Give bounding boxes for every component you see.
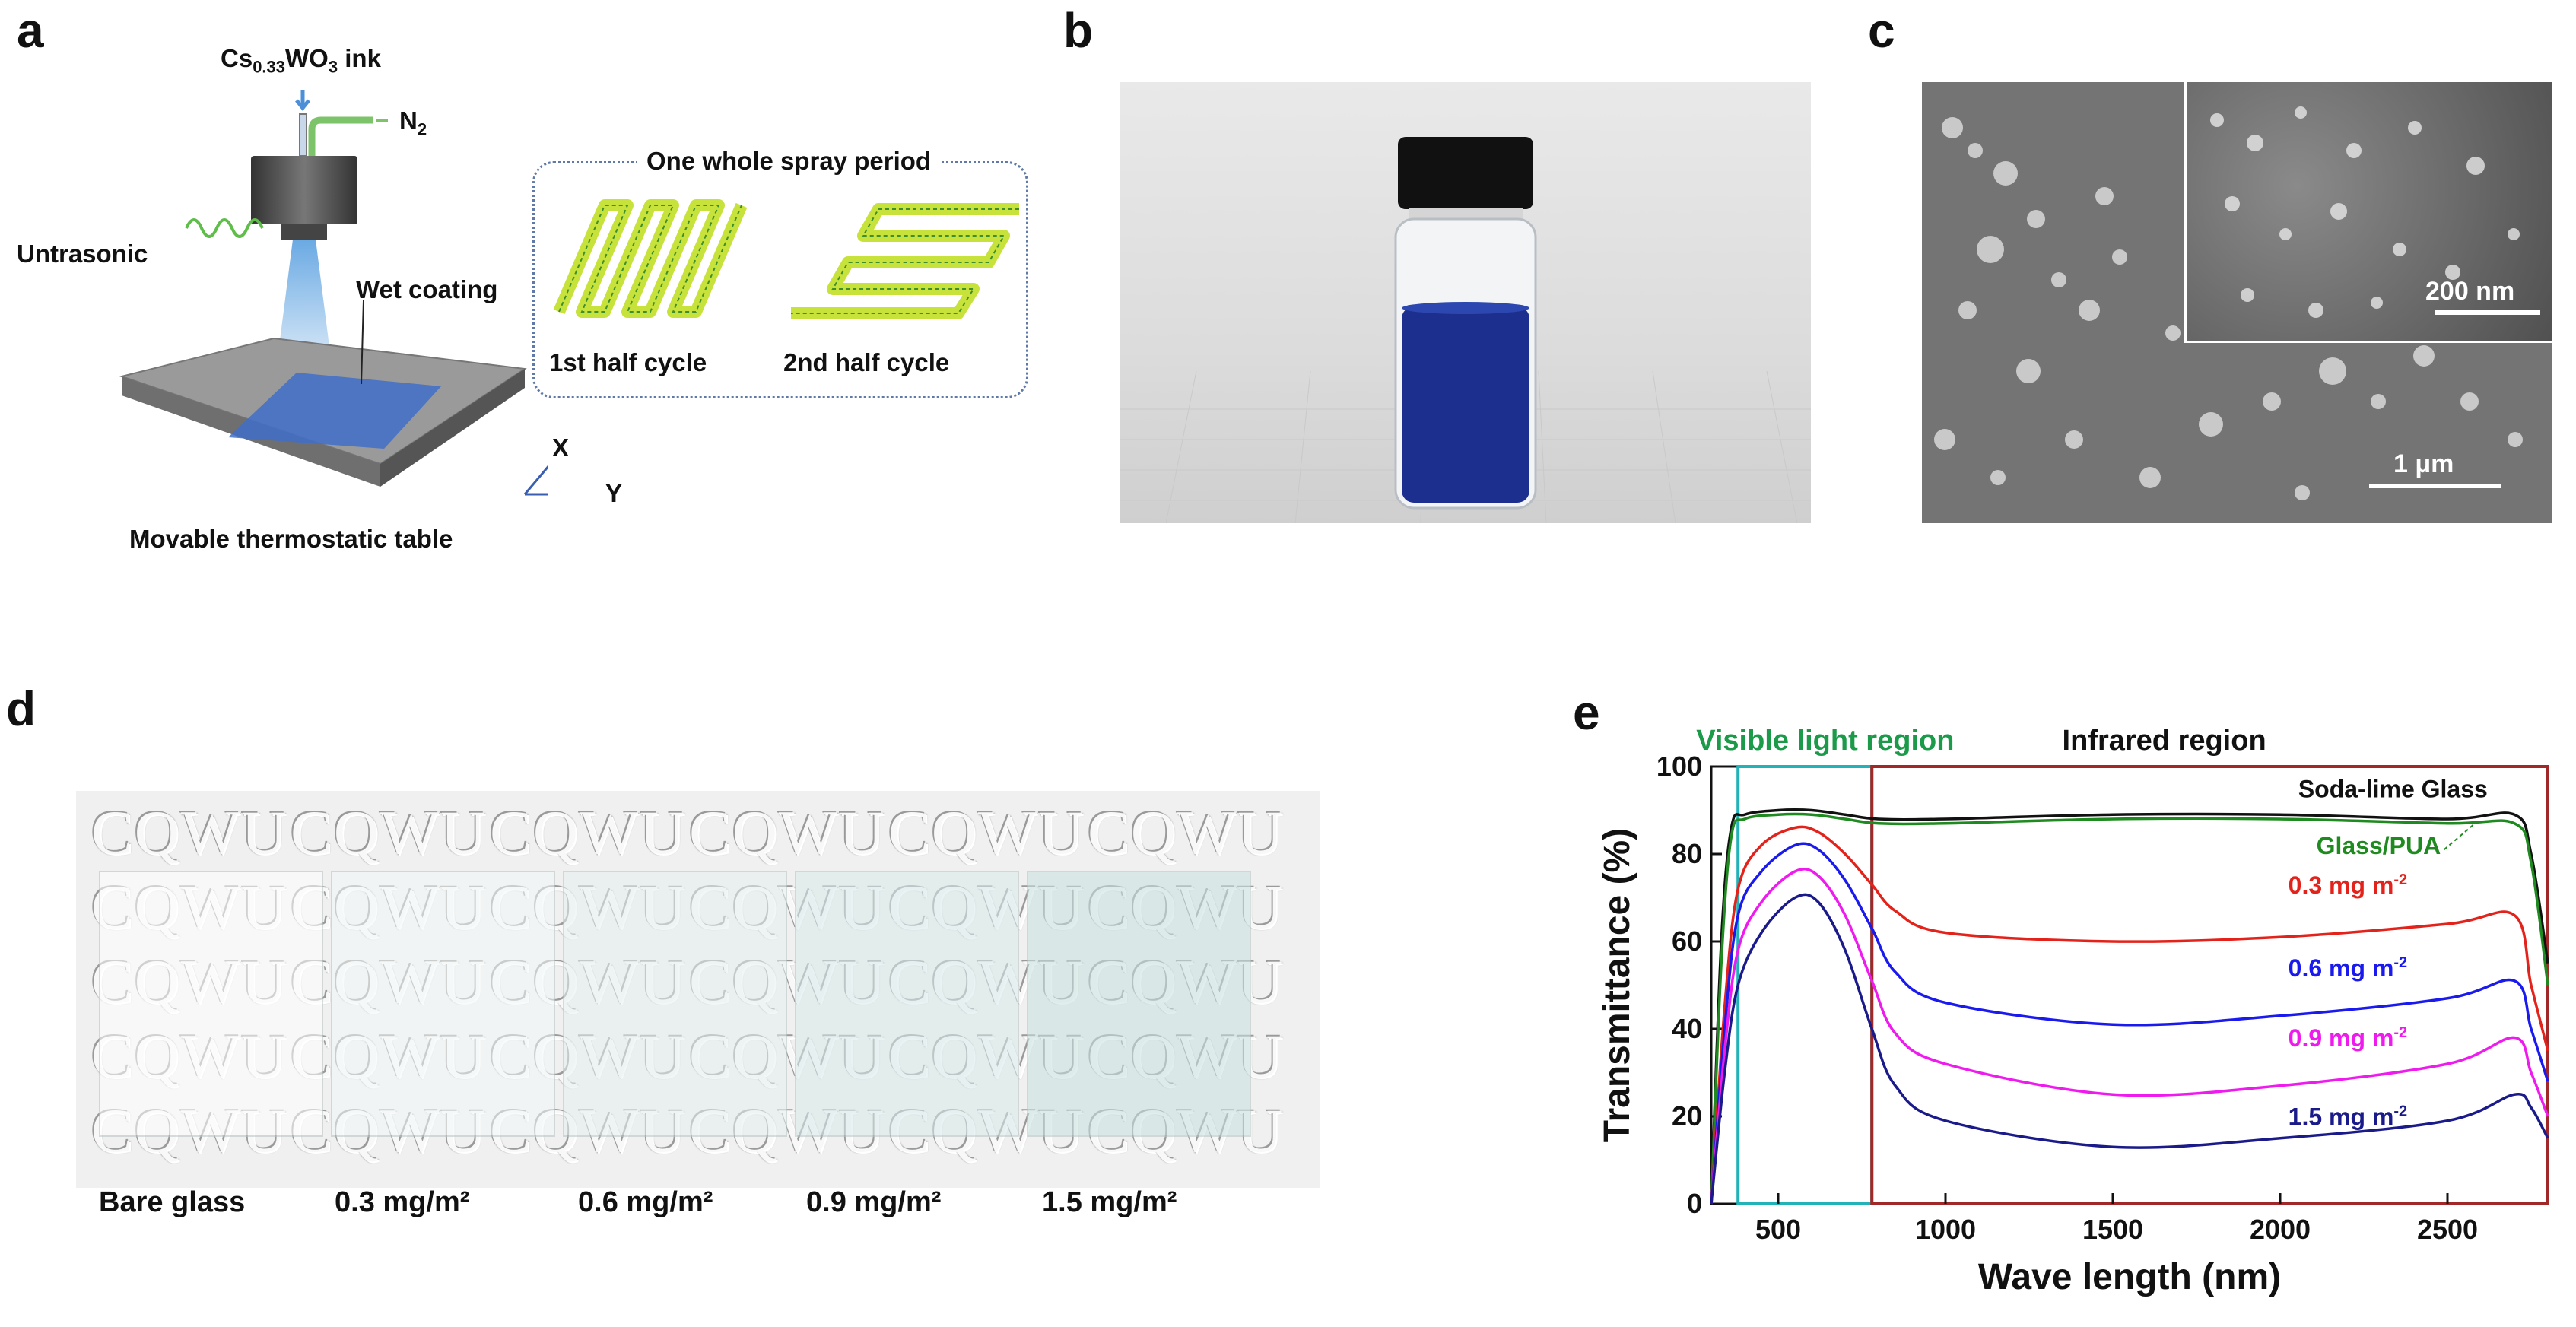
x-tick-label: 500	[1755, 1214, 1801, 1245]
series-line	[1710, 868, 2549, 1205]
axis-x-label: X	[552, 433, 570, 462]
spray-period-title: One whole spray period	[637, 147, 941, 176]
watermark-text: CQWU	[689, 798, 886, 867]
x-tick-label: 2000	[2250, 1214, 2311, 1245]
gas-label: N2	[399, 106, 427, 139]
sample-tile	[99, 871, 323, 1137]
transmittance-chart: Visible light region Infrared region 500 10…	[1597, 725, 2549, 1297]
watermark-text: CQWU	[1088, 798, 1285, 867]
watermark-row: CQWUCQWUCQWUCQWUCQWUCQWU	[91, 797, 1287, 871]
second-half-cycle-path	[791, 203, 1019, 319]
table-label: Movable thermostatic table	[129, 525, 453, 553]
series-label-sup: -2	[2393, 1103, 2407, 1120]
sample-captions: Bare glass 0.3 mg/m² 0.6 mg/m² 0.9 mg/m² 1.5…	[0, 1186, 1323, 1232]
series-label: 0.6 mg m-2	[2289, 954, 2408, 982]
panel-label-e: e	[1573, 685, 1600, 740]
panel-label-d: d	[6, 681, 37, 736]
axes-icon	[523, 465, 548, 496]
sample-tile	[1027, 871, 1251, 1137]
gas-tube-icon	[308, 116, 373, 156]
main-scale-bar	[2369, 484, 2501, 488]
nozzle-icon	[251, 156, 357, 224]
sample-tile	[563, 871, 787, 1137]
sample-caption: Bare glass	[99, 1186, 246, 1218]
inset-scale-label: 200 nm	[2425, 277, 2515, 306]
vial-cap-icon	[1398, 137, 1533, 209]
y-tick-label: 80	[1672, 838, 1702, 869]
watermark-text: CQWU	[888, 798, 1085, 867]
x-tick-label: 1500	[2082, 1214, 2143, 1245]
series-line	[1710, 812, 2549, 1205]
axis-y-label: Y	[605, 479, 623, 507]
sample-caption: 1.5 mg/m²	[1042, 1186, 1177, 1218]
spray-apparatus-diagram	[119, 90, 548, 496]
vial-photo	[1120, 82, 1811, 523]
spray-path-diagrams	[553, 199, 1019, 319]
series-label: Soda-lime Glass	[2298, 775, 2488, 802]
series-label-sup: -2	[2393, 954, 2407, 971]
sample-tile	[331, 871, 555, 1137]
sample-row	[99, 871, 1316, 1144]
series-line	[1710, 893, 2549, 1205]
ink-label: Cs0.33WO3 ink	[221, 44, 381, 77]
sample-caption: 0.6 mg/m²	[578, 1186, 713, 1218]
sample-tile	[795, 871, 1019, 1137]
y-tick-label: 0	[1687, 1188, 1702, 1219]
glass-samples-photo: CQWUCQWUCQWUCQWUCQWUCQWU CQWU CQWU CQWU CQWU…	[76, 791, 1320, 1188]
sem-image: 200 nm 1 μm	[1922, 82, 2552, 523]
x-axis-label: Wave length (nm)	[1978, 1257, 2281, 1297]
region-frame	[1736, 765, 1874, 1205]
y-tick-label: 20	[1672, 1100, 1702, 1132]
wet-coating-icon	[228, 373, 441, 449]
ink-arrow-icon	[295, 90, 310, 112]
series-label: Glass/PUA	[2317, 832, 2441, 859]
series-line	[1710, 808, 2549, 1205]
wet-coating-label: Wet coating	[356, 275, 498, 303]
sample-caption: 0.3 mg/m²	[335, 1186, 470, 1218]
series-line	[1710, 825, 2549, 1205]
main-scale-label: 1 μm	[2393, 449, 2454, 478]
ultrasonic-wave-icon	[185, 218, 264, 238]
y-tick-label: 100	[1656, 751, 1702, 782]
sem-inset	[2184, 82, 2552, 343]
x-tick-label: 1000	[1915, 1214, 1976, 1245]
sample-caption: 0.9 mg/m²	[806, 1186, 942, 1218]
blue-ink-icon	[1402, 306, 1529, 503]
vial-illustration	[1120, 137, 1811, 523]
second-half-cycle-label: 2nd half cycle	[783, 348, 950, 376]
x-tick-label: 2500	[2417, 1214, 2478, 1245]
panel-label-a: a	[17, 3, 44, 58]
watermark-text: CQWU	[490, 798, 687, 867]
first-half-cycle-label: 1st half cycle	[549, 348, 707, 376]
y-tick-label: 60	[1672, 925, 1702, 957]
panel-label-b: b	[1063, 3, 1094, 58]
panel-label-c: c	[1868, 3, 1895, 58]
sem-inset-texture	[2210, 106, 2520, 318]
y-tick-label: 40	[1672, 1013, 1702, 1044]
series-label: 0.9 mg m-2	[2289, 1024, 2408, 1052]
series-label: 0.3 mg m-2	[2289, 871, 2408, 899]
series-label: 1.5 mg m-2	[2289, 1103, 2408, 1131]
series-line	[1710, 842, 2549, 1205]
glass-pua-leader	[2443, 821, 2479, 851]
watermark-text: CQWU	[291, 798, 488, 867]
region-label: Infrared region	[2063, 725, 2266, 757]
series-label-sup: -2	[2393, 1024, 2407, 1041]
ultrasonic-label: Untrasonic	[17, 240, 148, 268]
region-frame	[1870, 765, 2549, 1205]
region-label: Visible light region	[1696, 725, 1954, 757]
inset-scale-bar	[2435, 310, 2540, 315]
watermark-text: CQWU	[91, 798, 288, 867]
y-axis-label: Transmittance (%)	[1597, 828, 1637, 1142]
series-label-sup: -2	[2393, 871, 2407, 888]
